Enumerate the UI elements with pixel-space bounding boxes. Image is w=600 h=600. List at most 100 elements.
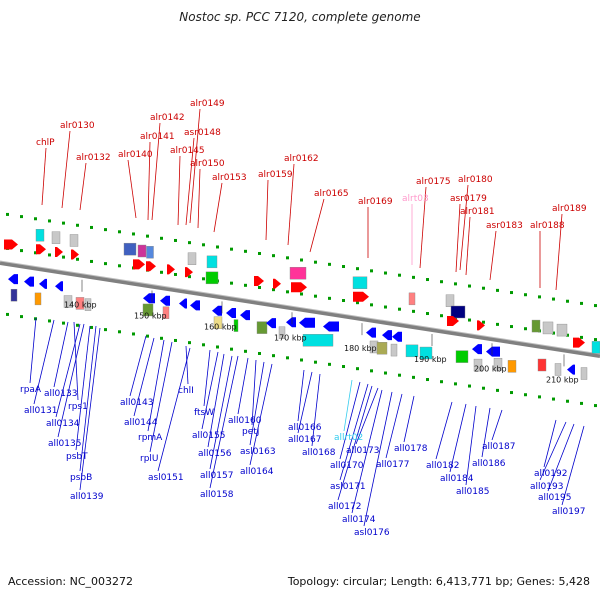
guide-dot: [496, 288, 499, 292]
leader-line: [29, 317, 37, 384]
gene-label: all0160: [228, 416, 262, 426]
leader-line: [337, 385, 373, 501]
guide-dot: [48, 253, 51, 257]
leader-line: [73, 321, 79, 401]
gene-label: all0193: [530, 482, 563, 492]
reverse-gene-arrow: [567, 364, 575, 375]
gene-box: [591, 341, 600, 354]
gene-label: allrt02: [334, 433, 363, 443]
leader-line: [41, 147, 47, 206]
forward-gene-arrow: [55, 246, 63, 257]
gene-label: all0178: [394, 444, 428, 454]
gene-label: all0184: [440, 474, 474, 484]
reverse-gene-arrow: [226, 307, 236, 318]
leader-line: [185, 345, 189, 385]
guide-dot: [174, 238, 177, 242]
guide-dot: [118, 264, 121, 268]
guide-dot: [258, 351, 261, 355]
gene-label: asl0176: [354, 528, 390, 538]
reverse-gene-arrow: [382, 330, 392, 341]
guide-dot: [524, 327, 527, 331]
guide-dot: [566, 399, 569, 403]
gene-label: alrt03: [402, 194, 429, 204]
gene-box: [390, 343, 398, 357]
reverse-gene-arrow: [8, 274, 18, 285]
guide-dot: [412, 275, 415, 279]
guide-dot: [104, 328, 107, 332]
gene-label: all0187: [482, 442, 515, 452]
forward-gene-arrow: [291, 282, 307, 293]
guide-dot: [356, 301, 359, 305]
reverse-gene-arrow: [486, 346, 500, 357]
guide-dot: [398, 273, 401, 277]
guide-dot: [594, 304, 597, 308]
guide-dot: [146, 334, 149, 338]
guide-dot: [314, 360, 317, 364]
gene-box: [352, 276, 368, 289]
leader-line: [197, 168, 201, 229]
guide-dot: [342, 365, 345, 369]
guide-dot: [202, 277, 205, 281]
gene-label: alr0142: [150, 113, 185, 123]
gene-label: all0186: [472, 459, 506, 469]
guide-dot: [174, 272, 177, 276]
gene-box: [531, 319, 541, 333]
reverse-gene-arrow: [286, 317, 296, 328]
leader-line: [201, 351, 219, 430]
forward-gene-arrow: [71, 249, 79, 260]
guide-dot: [496, 322, 499, 326]
leader-line: [75, 325, 91, 451]
reverse-gene-arrow: [24, 276, 34, 287]
guide-dot: [510, 291, 513, 295]
gene-box: [554, 363, 562, 376]
guide-dot: [20, 215, 23, 219]
gene-box: [408, 292, 416, 306]
guide-dot: [286, 290, 289, 294]
reverse-gene-arrow: [190, 300, 200, 311]
forward-gene-arrow: [185, 267, 193, 278]
gene-label: all0156: [198, 449, 232, 459]
reverse-gene-arrow: [299, 317, 315, 328]
leader-line: [177, 155, 181, 226]
guide-dot: [202, 343, 205, 347]
gene-box: [450, 305, 466, 319]
gene-label: chlP: [36, 138, 55, 148]
reverse-gene-arrow: [266, 318, 276, 329]
guide-dot: [174, 338, 177, 342]
leader-line: [449, 403, 467, 473]
leader-line: [385, 393, 403, 459]
forward-gene-arrow: [273, 278, 281, 289]
guide-dot: [482, 286, 485, 290]
guide-dot: [356, 367, 359, 371]
forward-gene-arrow: [254, 275, 264, 286]
leader-line: [209, 355, 233, 470]
guide-dot: [552, 397, 555, 401]
leader-line: [351, 389, 383, 514]
gene-box: [556, 323, 568, 337]
guide-dot: [230, 247, 233, 251]
guide-dot: [328, 262, 331, 266]
gene-box: [69, 234, 79, 247]
guide-dot: [398, 307, 401, 311]
guide-dot: [538, 395, 541, 399]
leader-line: [339, 381, 361, 460]
leader-line: [561, 425, 585, 506]
gene-box: [137, 244, 147, 258]
leader-line: [53, 321, 69, 388]
gene-box: [302, 334, 334, 347]
guide-dot: [272, 254, 275, 258]
leader-line: [481, 407, 491, 458]
leader-line: [147, 141, 151, 221]
reverse-gene-arrow: [212, 305, 222, 316]
guide-dot: [188, 275, 191, 279]
guide-dot: [342, 265, 345, 269]
gene-label: psbB: [70, 473, 92, 483]
guide-dot: [160, 236, 163, 240]
gene-label: alr0145: [170, 146, 205, 156]
gene-box: [123, 242, 137, 256]
forward-gene-arrow: [133, 259, 145, 270]
guide-dot: [370, 369, 373, 373]
forward-gene-arrow: [36, 244, 46, 255]
gene-label: asl0171: [330, 482, 366, 492]
guide-dot: [258, 251, 261, 255]
